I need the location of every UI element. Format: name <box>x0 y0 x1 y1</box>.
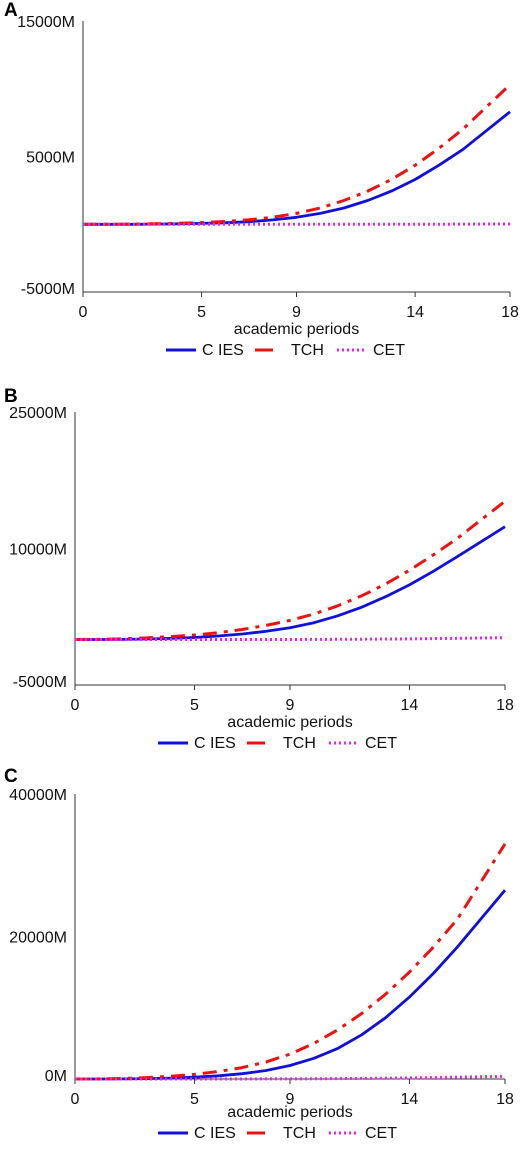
series-line-c-ies <box>83 110 511 226</box>
y-tick-label: 20000M <box>9 930 67 947</box>
series-line-c-ies <box>75 889 507 1081</box>
y-tick-label: 15000M <box>17 14 75 31</box>
y-tick-label: 10000M <box>9 542 67 559</box>
y-tick-label: 0M <box>45 1068 67 1085</box>
x-tick-label: 18 <box>496 697 514 714</box>
x-axis-title: academic periods <box>234 321 359 338</box>
legend-label: C IES <box>194 1125 236 1142</box>
legend-label: CET <box>365 1125 397 1142</box>
x-tick-label: 0 <box>71 697 80 714</box>
legend-label: C IES <box>202 342 244 359</box>
series-line-tch <box>83 83 512 226</box>
legend-label: CET <box>365 735 397 752</box>
legend-label: TCH <box>283 735 316 752</box>
legend-label: TCH <box>283 1125 316 1142</box>
x-tick-label: 9 <box>292 304 301 321</box>
x-axis-title: academic periods <box>227 1104 352 1121</box>
legend-label: TCH <box>291 342 324 359</box>
x-tick-label: 0 <box>79 304 88 321</box>
x-tick-label: 14 <box>401 1091 419 1108</box>
x-axis-title: academic periods <box>227 714 352 731</box>
y-tick-label: -5000M <box>13 674 67 691</box>
series-line-tch <box>74 843 507 1081</box>
legend-label: CET <box>373 342 405 359</box>
x-tick-label: 18 <box>501 304 519 321</box>
y-tick-label: 40000M <box>9 787 67 804</box>
y-tick-label: 5000M <box>26 150 75 167</box>
legend-label: C IES <box>194 735 236 752</box>
panel-letter: B <box>4 386 18 407</box>
x-tick-label: 18 <box>496 1091 514 1108</box>
x-tick-label: 9 <box>286 697 295 714</box>
series-line-c-ies <box>75 525 506 641</box>
x-tick-label: 5 <box>197 304 206 321</box>
series-line-tch <box>74 500 506 641</box>
panel-letter: A <box>4 0 18 21</box>
x-tick-label: 0 <box>71 1091 80 1108</box>
panel-letter: C <box>4 766 18 787</box>
x-tick-label: 14 <box>406 304 424 321</box>
y-tick-label: -5000M <box>21 281 75 298</box>
x-tick-label: 5 <box>190 1091 199 1108</box>
y-tick-label: 25000M <box>9 405 67 422</box>
x-tick-label: 9 <box>286 1091 295 1108</box>
x-tick-label: 5 <box>190 697 199 714</box>
x-tick-label: 14 <box>401 697 419 714</box>
